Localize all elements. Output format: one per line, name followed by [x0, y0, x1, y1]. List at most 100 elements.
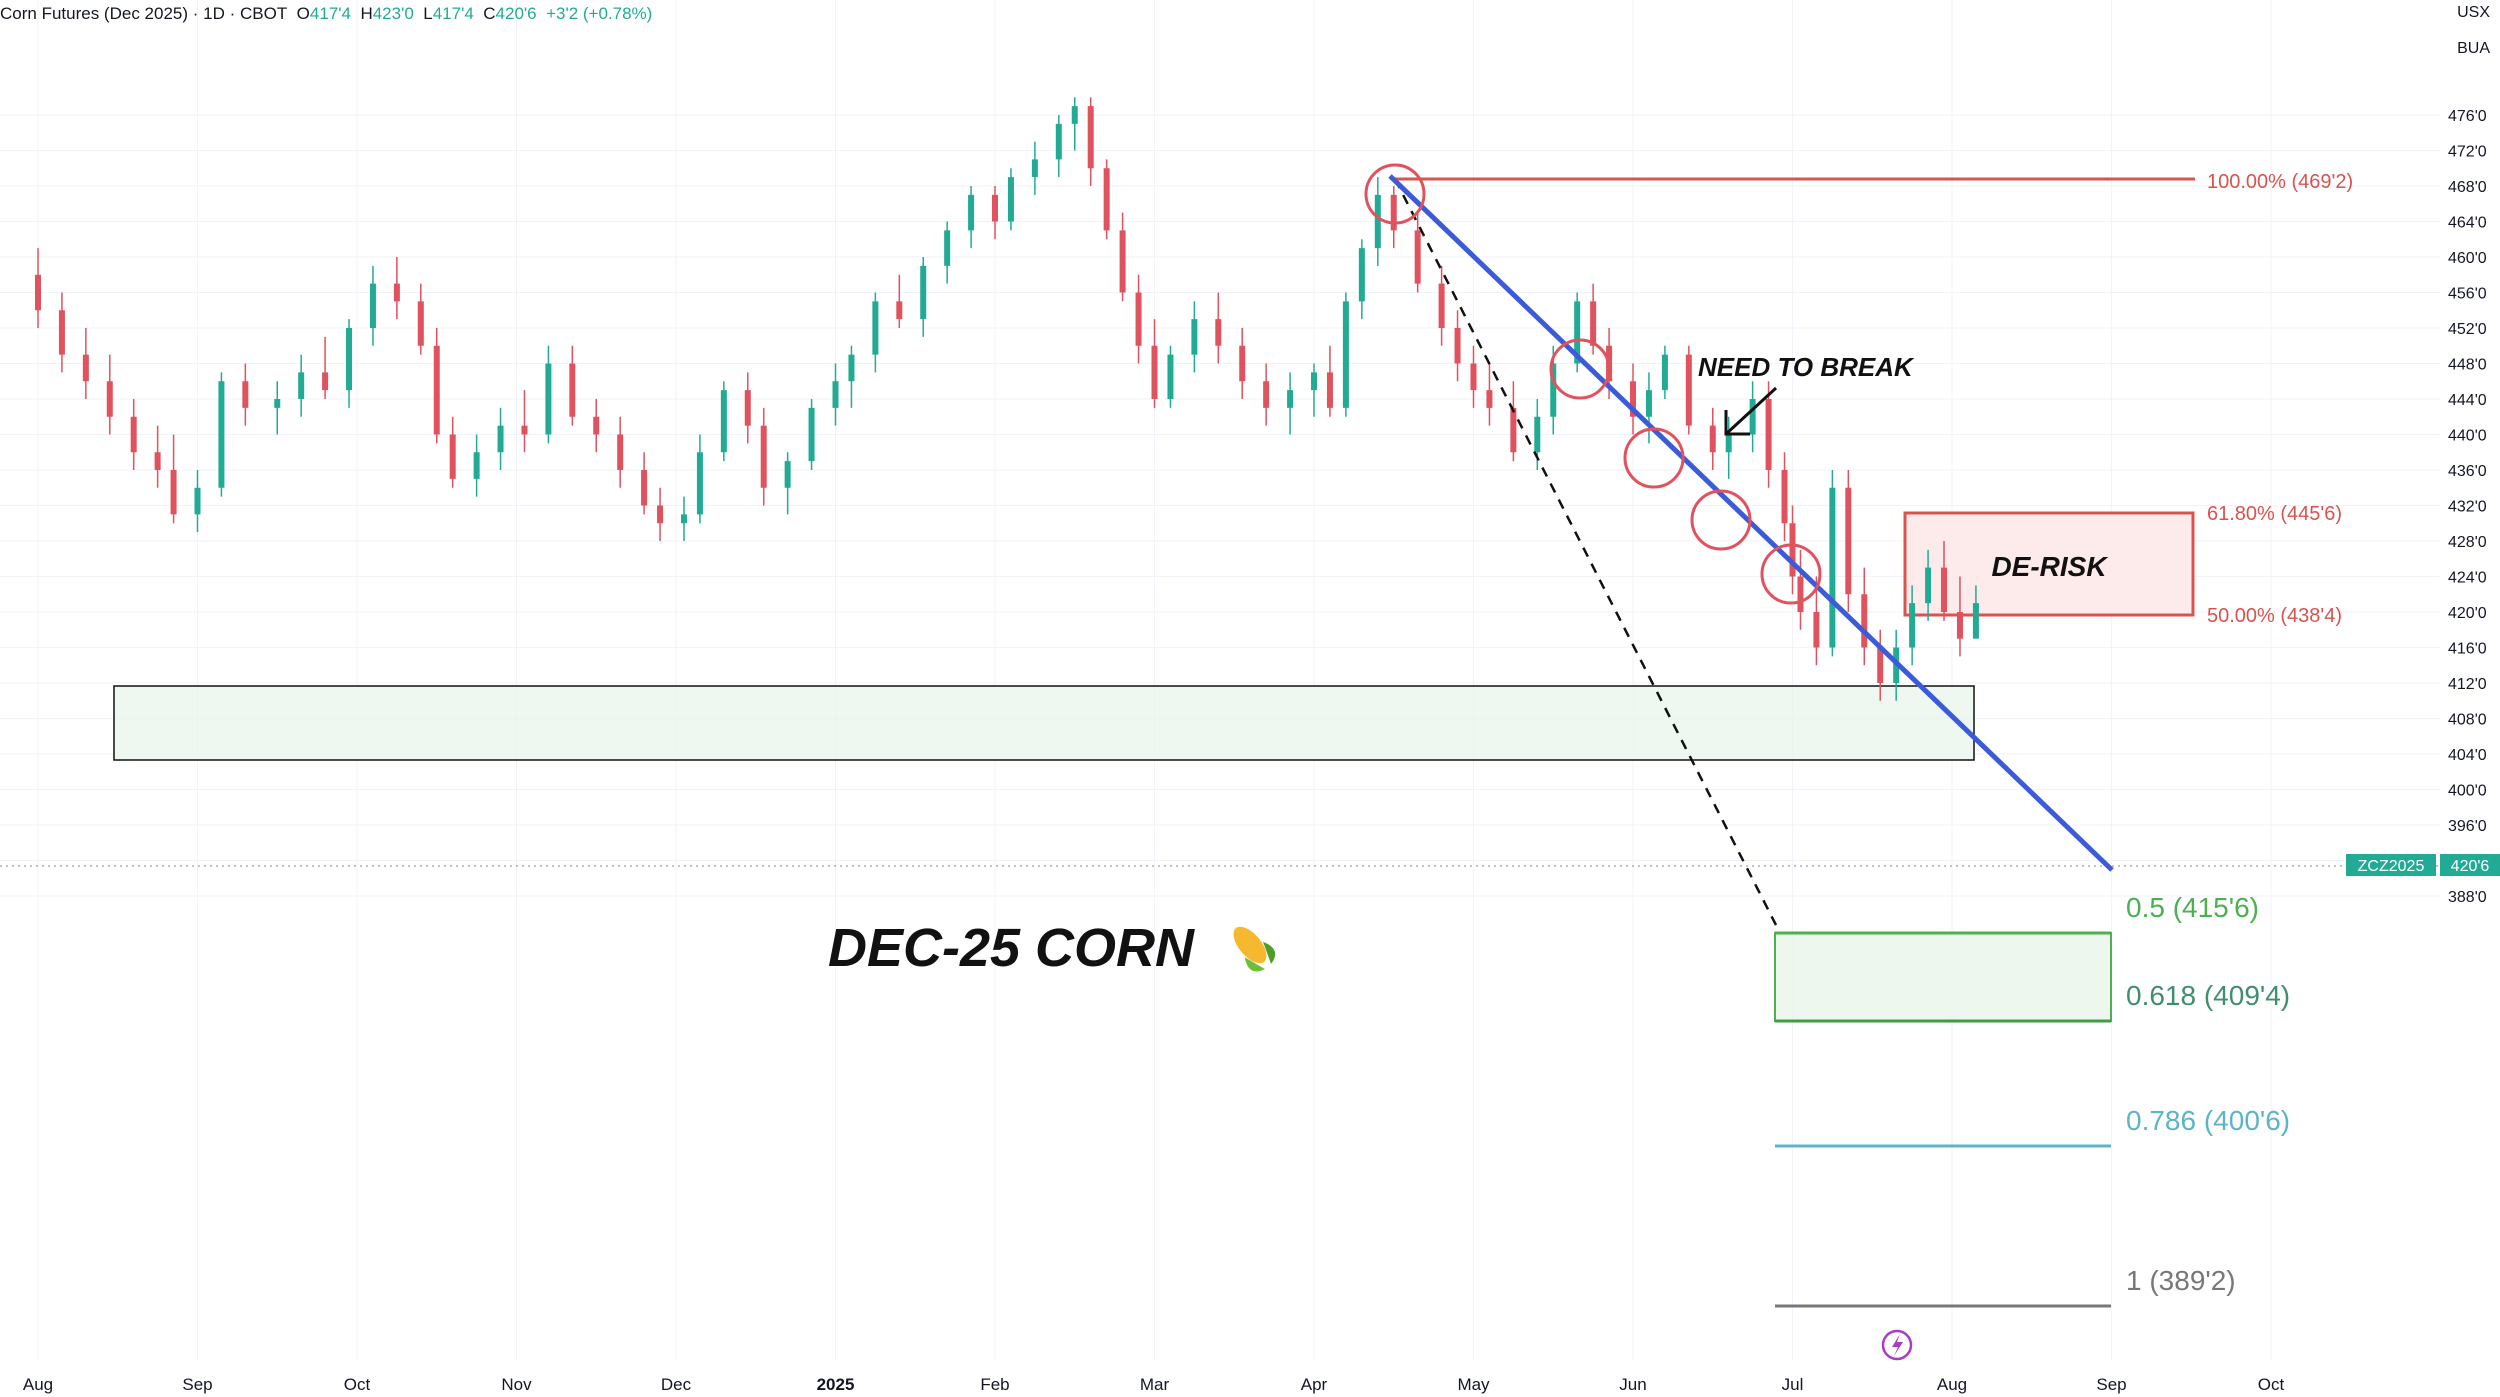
- candle: [720, 381, 727, 462]
- candle: [545, 345, 552, 444]
- x-tick-label: Jul: [1782, 1375, 1804, 1394]
- arrow-down-left-icon: [1724, 386, 1778, 436]
- touch-circle-3: [1623, 427, 1685, 489]
- candle: [1071, 97, 1078, 151]
- candle: [369, 265, 376, 346]
- candle: [1311, 363, 1317, 417]
- candle: [1749, 381, 1756, 453]
- candle: [1797, 549, 1804, 630]
- candle: [1789, 505, 1796, 595]
- time-axis[interactable]: Aug Sep Oct Nov Dec 2025 Feb Mar Apr May Jun Jul Aug…: [23, 1375, 2285, 1394]
- candle: [1358, 239, 1365, 320]
- candle: [274, 381, 281, 435]
- exchange: CBOT: [239, 4, 288, 23]
- derisk-label: DE-RISK: [1991, 551, 2108, 582]
- ticker-tag-bg: [2346, 854, 2436, 876]
- candle: [944, 221, 951, 284]
- x-tick-label: May: [1457, 1375, 1490, 1394]
- candle: [1342, 292, 1349, 417]
- close-label: C: [483, 4, 496, 23]
- interval: 1D: [203, 4, 225, 23]
- candle: [617, 416, 624, 488]
- candle: [1877, 629, 1884, 701]
- x-tick-label: Oct: [344, 1375, 371, 1394]
- candle: [433, 328, 440, 444]
- y-tick-label: 472'0: [2448, 144, 2487, 161]
- fib-05-label: 0.5 (415'6): [2126, 892, 2259, 923]
- candle: [784, 452, 791, 515]
- touch-circle-4: [1690, 489, 1752, 551]
- x-tick-label: Nov: [501, 1375, 532, 1394]
- y-tick-label: 476'0: [2448, 108, 2487, 125]
- price-axis[interactable]: 476'0 472'0 468'0 464'0 460'0 456'0 452'0 448'0…: [2448, 108, 2487, 906]
- candle: [1685, 345, 1692, 435]
- y-tick-label: 428'0: [2448, 534, 2487, 551]
- candle: [1103, 159, 1110, 240]
- candle: [1007, 168, 1014, 231]
- candle: [1470, 345, 1477, 408]
- candle: [521, 390, 528, 453]
- y-tick-label: 388'0: [2448, 889, 2487, 906]
- x-tick-label: Sep: [182, 1375, 212, 1394]
- candle: [920, 257, 927, 337]
- candle: [848, 345, 855, 408]
- candle: [1031, 141, 1038, 195]
- candle: [393, 257, 400, 320]
- low-value: 417'4: [432, 4, 474, 23]
- candle: [808, 399, 815, 470]
- y-tick-label: 396'0: [2448, 818, 2487, 835]
- candle: [218, 372, 225, 497]
- fib-50-label: 50.00% (438'4): [2207, 605, 2342, 627]
- candle: [744, 372, 751, 444]
- lightning-icon[interactable]: [1881, 1329, 1913, 1361]
- candle: [1438, 265, 1445, 346]
- chart-title: DEC-25 CORN: [828, 918, 1195, 978]
- y-tick-label: 408'0: [2448, 712, 2487, 729]
- y-tick-label: 444'0: [2448, 392, 2487, 409]
- candle: [680, 496, 687, 541]
- open-value: 417'4: [309, 4, 351, 23]
- candle: [593, 399, 600, 453]
- candle: [58, 292, 65, 373]
- candle: [641, 452, 648, 515]
- candle: [1925, 549, 1932, 621]
- y-tick-label: 412'0: [2448, 676, 2487, 693]
- fib-100-label: 100.00% (469'2): [2207, 171, 2353, 193]
- x-tick-label: Apr: [1301, 1375, 1328, 1394]
- x-tick-label: 2025: [817, 1375, 855, 1394]
- candle: [449, 416, 456, 488]
- candle: [1972, 585, 1979, 639]
- candle: [1861, 567, 1868, 666]
- y-tick-label: 400'0: [2448, 783, 2487, 800]
- y-tick-label: 448'0: [2448, 357, 2487, 374]
- x-tick-label: Aug: [23, 1375, 53, 1394]
- candle: [1630, 363, 1636, 435]
- derisk-box: [1903, 511, 2195, 617]
- high-value: 423'0: [372, 4, 414, 23]
- x-tick-label: Mar: [1140, 1375, 1170, 1394]
- candle: [1956, 576, 1963, 657]
- candle: [1661, 345, 1668, 399]
- touch-circle-2: [1549, 338, 1611, 400]
- need-to-break-label: NEED TO BREAK: [1698, 352, 1915, 382]
- open-label: O: [296, 4, 310, 23]
- x-tick-label: Jun: [1619, 1375, 1646, 1394]
- price-tag-bg: [2440, 854, 2500, 876]
- candle: [1765, 381, 1772, 488]
- currency-unit: USX: [2457, 4, 2490, 21]
- y-tick-label: 464'0: [2448, 215, 2487, 232]
- touch-circle-5: [1760, 543, 1822, 605]
- support-zone: [113, 685, 1975, 761]
- price-tag: 420'6: [2451, 858, 2490, 875]
- high-label: H: [360, 4, 373, 23]
- touch-circle-1: [1364, 163, 1426, 225]
- candle: [569, 345, 576, 426]
- candle: [1374, 177, 1381, 266]
- candle: [346, 319, 353, 408]
- symbol-name: Corn Futures (Dec 2025): [0, 4, 189, 23]
- candle: [1709, 407, 1716, 470]
- x-tick-label: Sep: [2096, 1375, 2126, 1394]
- fib-618-label: 61.80% (445'6): [2207, 503, 2342, 525]
- candle: [82, 328, 89, 399]
